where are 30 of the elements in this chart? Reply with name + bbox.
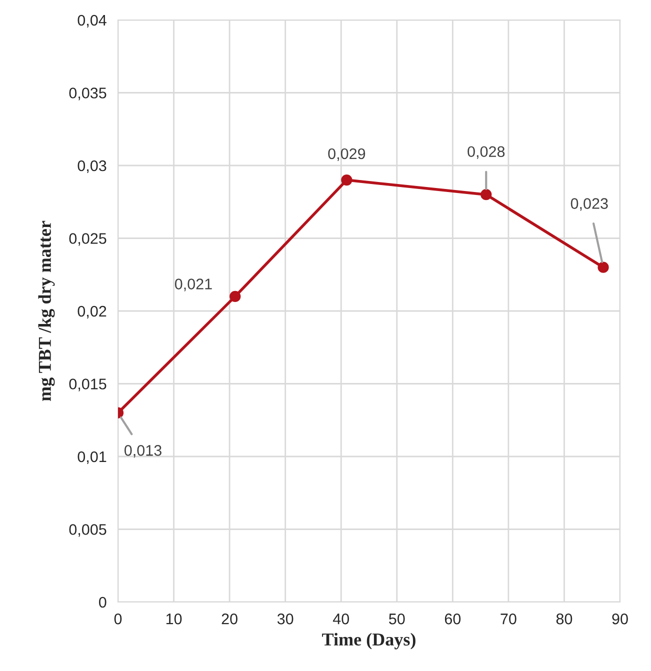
y-tick-label: 0,03 [78,160,106,173]
x-tick-label: 30 [277,614,294,624]
y-tick-label: 0,04 [78,14,106,28]
x-tick-label: 40 [332,614,350,624]
y-tick-label: 0 [98,596,106,608]
y-tick-label: 0,005 [69,524,106,537]
data-label: 0,028 [468,146,505,159]
x-axis-title: Time (Days) [322,632,416,650]
y-tick-label: 0,02 [78,306,106,318]
y-tick-label: 0,025 [69,233,106,246]
x-tick-label: 60 [444,614,461,624]
data-label: 0,023 [570,198,608,211]
x-tick-label: 50 [389,614,405,624]
x-tick-label: 70 [500,614,516,624]
y-axis-title: mg TBT /kg dry matter [38,220,55,401]
data-label: 0,013 [124,445,162,458]
y-tick-label: 0,035 [69,88,106,100]
x-tick-label: 90 [612,614,628,624]
x-tick-label: 80 [556,614,572,624]
x-tick-label: 20 [222,614,238,624]
x-tick-label: 10 [166,614,182,624]
x-tick-label: 0 [114,614,122,624]
data-label: 0,021 [174,278,212,292]
point [230,290,241,302]
point [341,174,352,186]
point [480,189,492,200]
point [598,262,609,273]
data-label: 0,029 [328,148,366,161]
y-tick-label: 0,01 [78,451,106,464]
y-tick-label: 0,015 [69,378,106,392]
